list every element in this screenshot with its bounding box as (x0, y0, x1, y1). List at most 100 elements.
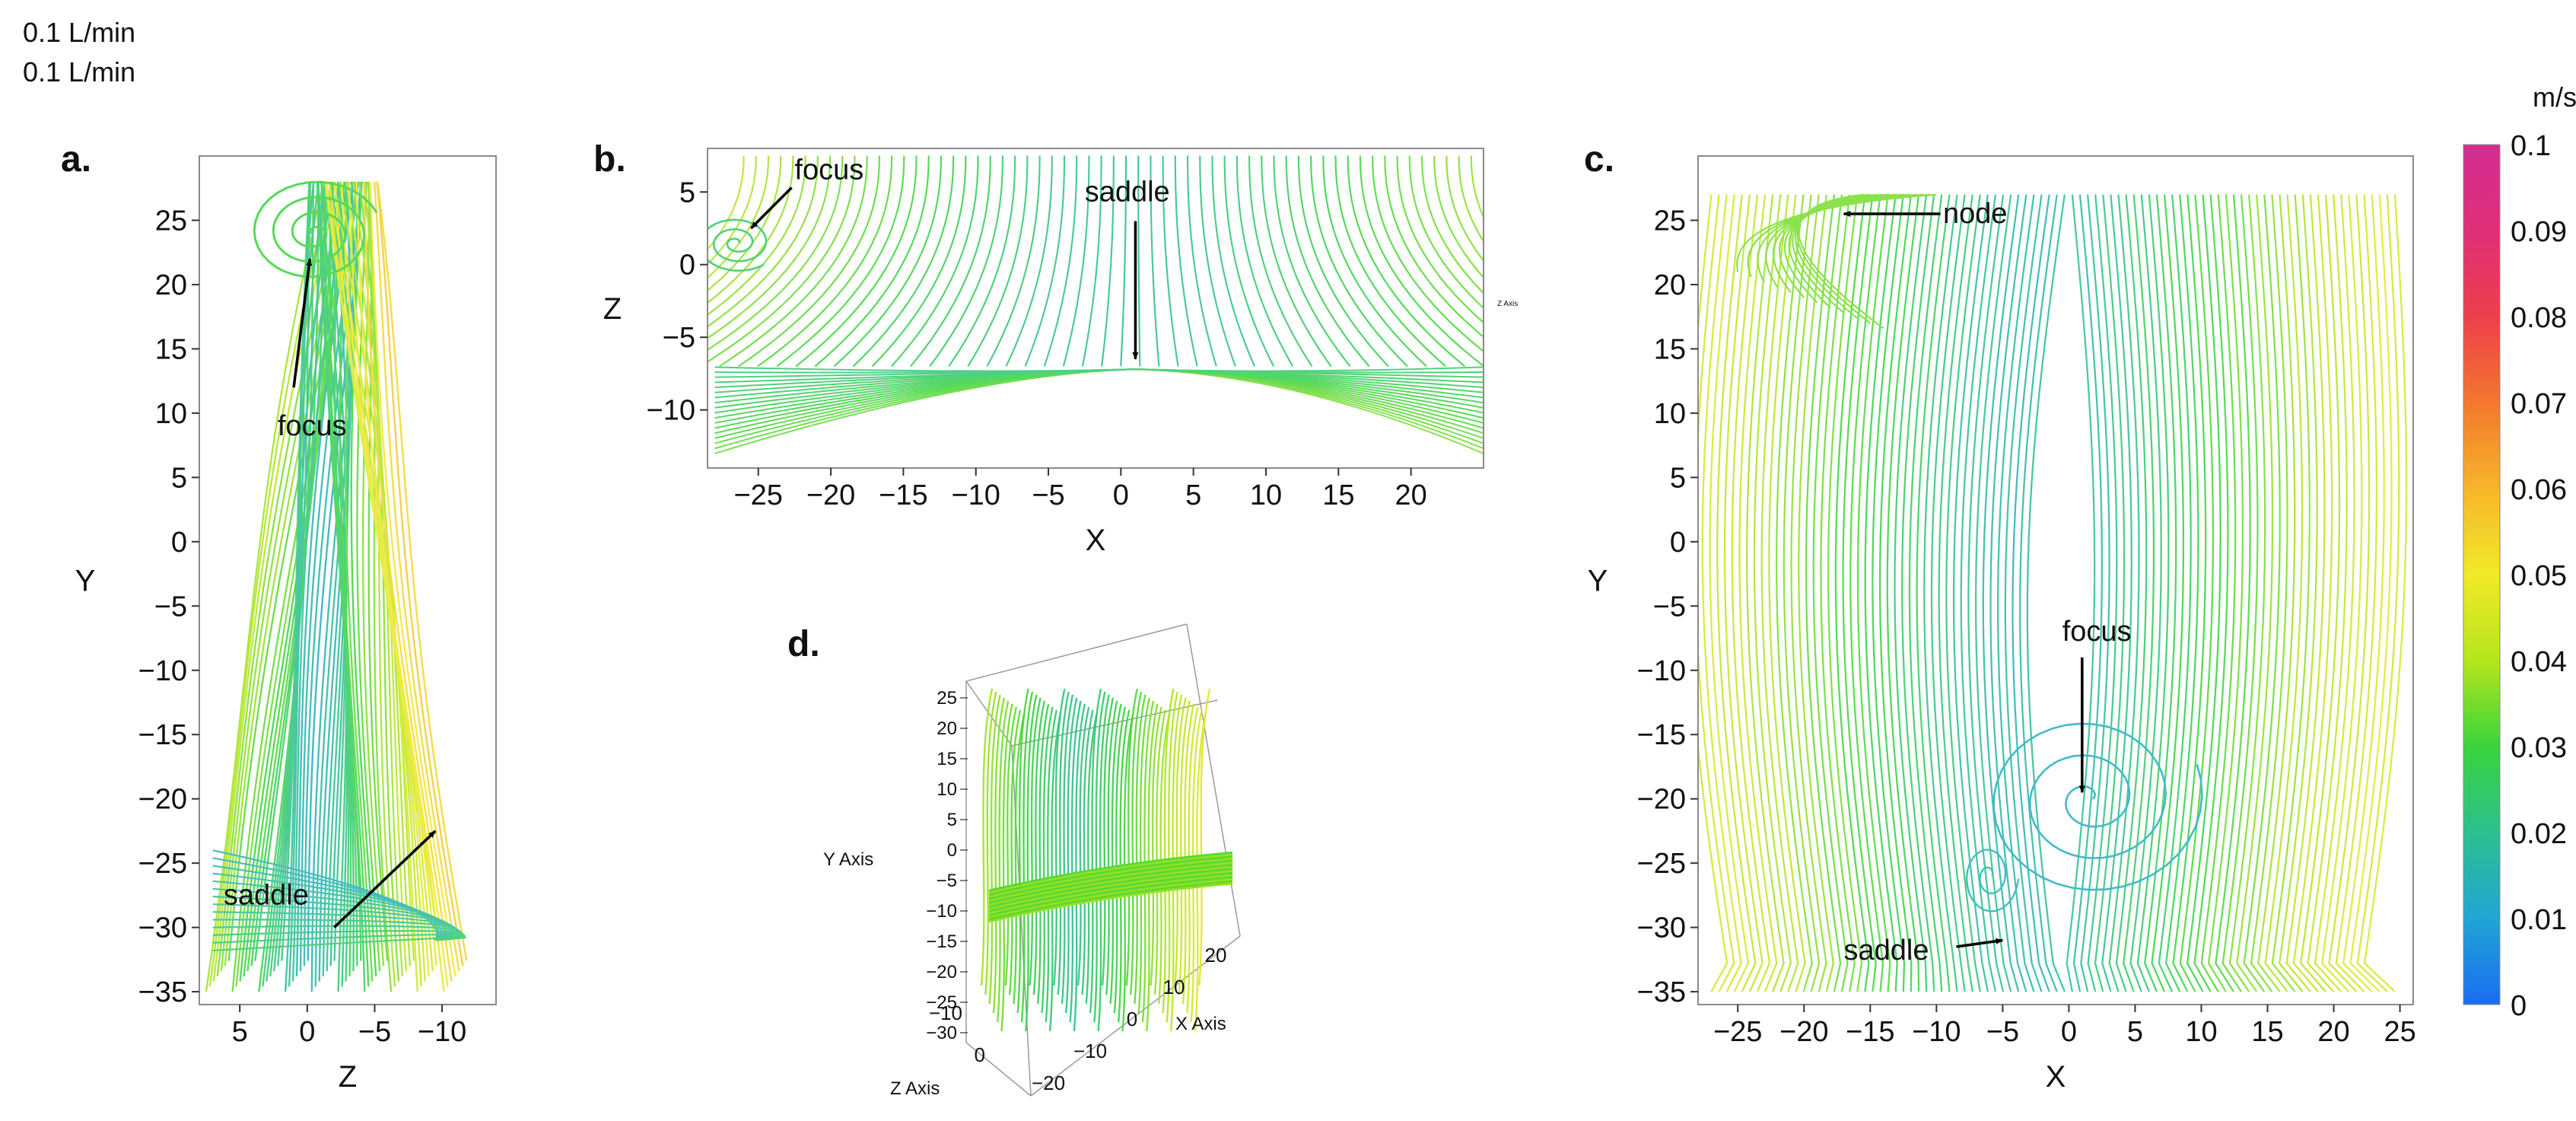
streamline (2193, 194, 2229, 992)
streamline (325, 181, 348, 961)
node-streamline (1788, 193, 1891, 309)
streamline (1989, 194, 2027, 992)
x-axis-label: X Axis (1175, 1014, 1226, 1034)
streamline (2186, 194, 2221, 992)
streamline (1458, 155, 1484, 244)
streamline (1081, 709, 1094, 995)
streamline (377, 181, 468, 961)
streamline (369, 181, 456, 977)
x-tick-label: 25 (2384, 1016, 2415, 1048)
streamline (333, 181, 366, 992)
y-tick-label: −10 (1637, 655, 1686, 687)
streamline (2320, 194, 2363, 992)
annotation-arrow (333, 830, 437, 928)
saddle-streamline (212, 903, 455, 941)
cross-streamline (988, 861, 1233, 901)
streamline (2279, 194, 2318, 992)
streamline (997, 700, 1010, 1023)
colorbar-tick-label: 0.01 (2511, 904, 2567, 936)
cross-streamline (988, 858, 1233, 899)
streamline (1029, 697, 1042, 986)
streamline (1137, 697, 1150, 1014)
streamline (2271, 194, 2311, 992)
x-tick-label: 5 (232, 1016, 248, 1048)
streamline (2335, 194, 2378, 992)
streamline (2243, 194, 2281, 992)
streamline (1960, 194, 1997, 992)
saddle-streamline (212, 936, 467, 952)
y-tick-label: 15 (1654, 333, 1686, 365)
streamline-field (708, 155, 1484, 454)
box-edge (965, 1042, 1032, 1097)
streamline (1013, 712, 1026, 1005)
streamline (1048, 712, 1062, 1032)
y-tick-label: 20 (937, 718, 957, 739)
node-streamline (1798, 193, 1884, 330)
streamline (1842, 194, 1877, 992)
streamline (2221, 194, 2259, 992)
streamline (1834, 194, 1870, 992)
y-tick-label: −20 (138, 784, 187, 816)
streamline (871, 155, 967, 368)
panel-a: 5 0 −5 −10 25 20 15 10 5 0 −5 −10 −15 −20 −25 −30 −35 Z Ya… (61, 139, 497, 1094)
streamline (374, 181, 460, 972)
cross-streamline (988, 868, 1233, 908)
y-tick-label: 25 (155, 205, 187, 237)
x-tick-label: 10 (1250, 479, 1282, 511)
streamline (1073, 703, 1086, 1032)
streamline (1135, 366, 1484, 372)
streamline (2136, 194, 2170, 992)
box-edge (1030, 935, 1241, 1097)
x-tick-label: −5 (358, 1016, 391, 1048)
y-tick-label: −15 (926, 932, 957, 952)
annotation-arrow (749, 186, 793, 230)
panel-label: c. (1584, 139, 1614, 180)
y-tick-label: 10 (1654, 398, 1686, 430)
x-tick-label: −15 (1846, 1016, 1894, 1048)
y-tick-label: −5 (663, 322, 695, 354)
streamline (1174, 697, 1187, 986)
x-axis-label: X (2046, 1060, 2066, 1094)
streamline (776, 155, 905, 368)
streamline (1169, 694, 1183, 1032)
y-tick-label: 5 (1670, 462, 1686, 494)
streamline (1408, 155, 1484, 310)
y-tick-label: −20 (1637, 784, 1686, 816)
annotation-label: focus (2062, 616, 2132, 648)
streamline (814, 155, 930, 368)
streamline (2123, 194, 2155, 992)
streamline (1798, 194, 1834, 992)
y-tick-label: 0 (679, 250, 695, 282)
streamline (376, 181, 464, 967)
streamline (2236, 194, 2274, 992)
streamline (1085, 712, 1098, 1005)
streamline (992, 697, 1006, 1014)
streamline (363, 181, 453, 982)
annotation-arrow (1956, 938, 2004, 948)
focus-spiral (1992, 722, 2203, 891)
x-tick-label: −10 (1073, 1040, 1107, 1062)
node-streamline (1792, 193, 1884, 314)
annotation-label: saddle (1843, 935, 1929, 967)
streamline (2292, 194, 2333, 992)
cross-streamline (988, 876, 1233, 916)
cross-streamline (988, 864, 1233, 904)
x-tick-label: 20 (1395, 479, 1427, 511)
cross-streamline (988, 883, 1233, 923)
streamline (1753, 194, 1792, 992)
cross-streamline (988, 855, 1233, 896)
colorbar-tick-label: 0.08 (2511, 302, 2567, 334)
streamline (2129, 194, 2162, 992)
streamline (2228, 194, 2266, 992)
streamline (1982, 194, 2020, 992)
streamline (1186, 155, 1217, 367)
streamline (205, 181, 326, 992)
streamline (2207, 194, 2244, 992)
streamline (1872, 194, 1906, 992)
streamline (1004, 706, 1017, 986)
streamline (1916, 194, 1951, 992)
x-tick-label: −20 (806, 479, 855, 511)
x-tick-label: 15 (1322, 479, 1354, 511)
streamline (708, 155, 806, 316)
streamline (1057, 691, 1070, 995)
